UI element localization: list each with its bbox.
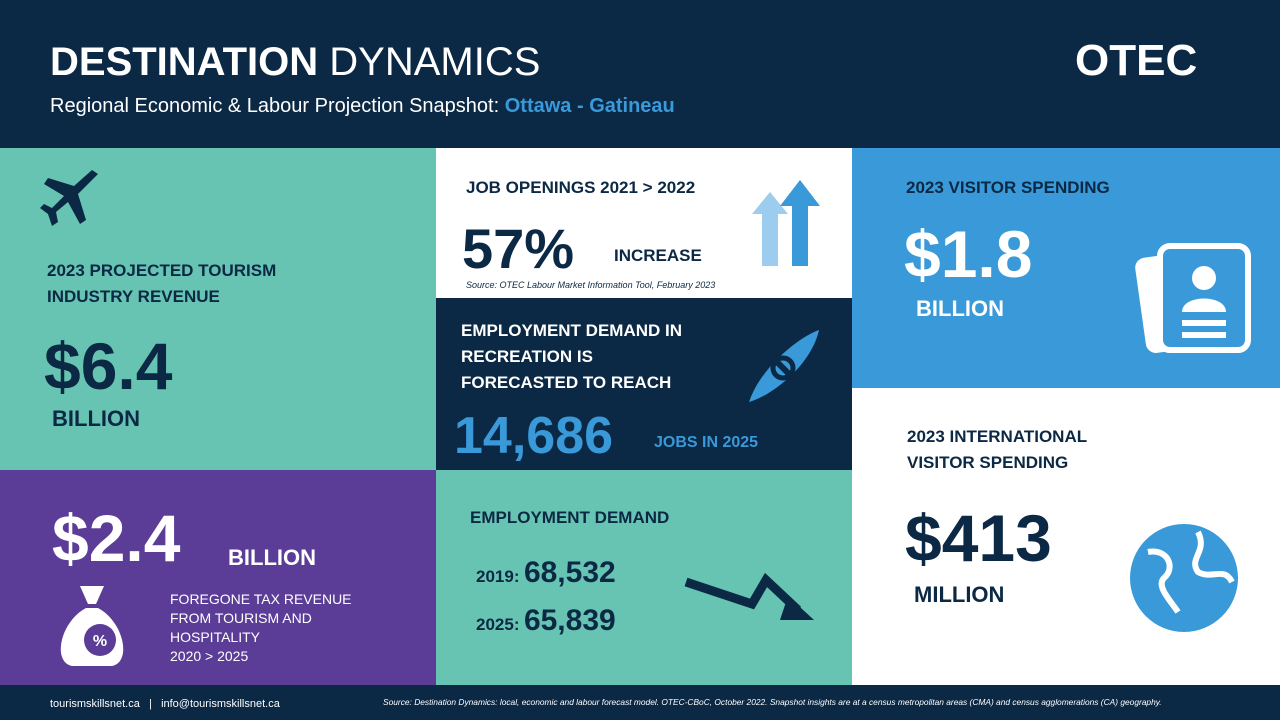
recreation-tile: EMPLOYMENT DEMAND IN RECREATION IS FOREC… (436, 298, 852, 470)
title-rest: DYNAMICS (329, 40, 541, 84)
visitor-tile: 2023 VISITOR SPENDING $1.8 BILLION (852, 148, 1280, 388)
email: info@tourismskillsnet.ca (161, 698, 280, 710)
website: tourismskillsnet.ca (50, 698, 140, 710)
tax-unit: BILLION (228, 545, 316, 570)
tax-amount: $2.4 (52, 501, 181, 575)
revenue-amount: $6.4 (44, 329, 173, 403)
job-openings-amount: 57% (462, 217, 575, 280)
revenue-unit: BILLION (52, 406, 140, 431)
international-tile: 2023 INTERNATIONAL VISITOR SPENDING $413… (852, 388, 1280, 685)
recreation-amount: 14,686 (454, 407, 614, 465)
revenue-label: 2023 PROJECTED TOURISM INDUSTRY REVENUE (47, 261, 277, 306)
logo: OTEC (1075, 36, 1198, 85)
recreation-label: EMPLOYMENT DEMAND IN RECREATION IS FOREC… (461, 321, 682, 392)
visitor-label: 2023 VISITOR SPENDING (906, 178, 1110, 197)
kayak-icon (744, 329, 822, 407)
tax-period: 2020 > 2025 (170, 648, 249, 664)
jobs: 68,532 (523, 556, 616, 589)
employment-row: 2025: 65,839 (476, 604, 616, 638)
plane-icon (40, 170, 98, 226)
passport-icon (1135, 243, 1251, 353)
year: 2019: (476, 567, 520, 586)
job-openings-source: Source: OTEC Labour Market Information T… (466, 280, 716, 290)
employment-tile: EMPLOYMENT DEMAND 2019: 68,532 2025: 65,… (436, 470, 852, 685)
job-openings-tile: JOB OPENINGS 2021 > 2022 57% INCREASE So… (436, 148, 852, 298)
footer-left: tourismskillsnet.ca | info@tourismskills… (50, 698, 280, 710)
international-label: 2023 INTERNATIONAL VISITOR SPENDING (907, 427, 1087, 472)
recreation-unit: JOBS IN 2025 (654, 434, 759, 451)
job-openings-unit: INCREASE (614, 246, 702, 265)
arrow-up-icon (752, 180, 820, 266)
jobs: 65,839 (523, 604, 616, 637)
year: 2025: (476, 615, 520, 634)
money-bag-icon: % (60, 586, 124, 666)
trend-down-icon (684, 572, 814, 620)
tax-label: FOREGONE TAX REVENUE FROM TOURISM AND HO… (170, 591, 352, 645)
job-openings-label: JOB OPENINGS 2021 > 2022 (466, 178, 696, 197)
visitor-unit: BILLION (916, 296, 1004, 321)
employment-row: 2019: 68,532 (476, 556, 616, 590)
separator: | (149, 698, 152, 710)
region: Ottawa - Gatineau (504, 95, 675, 117)
title: DESTINATION DYNAMICS (50, 40, 540, 85)
footer-source: Source: Destination Dynamics: local, eco… (383, 697, 1162, 707)
employment-label: EMPLOYMENT DEMAND (470, 508, 670, 527)
title-bold: DESTINATION (50, 40, 319, 84)
international-unit: MILLION (914, 582, 1005, 607)
subtitle: Regional Economic & Labour Projection Sn… (50, 95, 675, 118)
tax-tile: $2.4 BILLION % FOREGONE TAX REVENUE FROM… (0, 470, 436, 685)
svg-text:%: % (93, 633, 107, 650)
visitor-amount: $1.8 (904, 217, 1033, 291)
revenue-tile: 2023 PROJECTED TOURISM INDUSTRY REVENUE … (0, 148, 436, 470)
subtitle-text: Regional Economic & Labour Projection Sn… (50, 95, 500, 117)
globe-icon (1130, 524, 1238, 632)
international-amount: $413 (905, 501, 1052, 575)
